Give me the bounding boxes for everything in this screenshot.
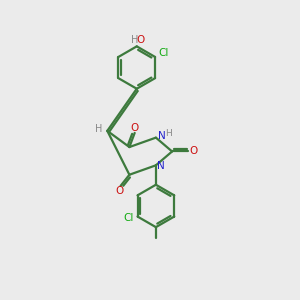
Text: Cl: Cl bbox=[159, 47, 169, 58]
Text: H: H bbox=[95, 124, 103, 134]
Text: H: H bbox=[165, 129, 172, 138]
Text: N: N bbox=[158, 131, 166, 141]
Text: Cl: Cl bbox=[123, 213, 133, 223]
Text: O: O bbox=[136, 35, 144, 45]
Text: O: O bbox=[130, 123, 138, 133]
Text: O: O bbox=[190, 146, 198, 157]
Text: O: O bbox=[115, 186, 123, 196]
Text: H: H bbox=[131, 35, 138, 45]
Text: N: N bbox=[157, 161, 165, 171]
